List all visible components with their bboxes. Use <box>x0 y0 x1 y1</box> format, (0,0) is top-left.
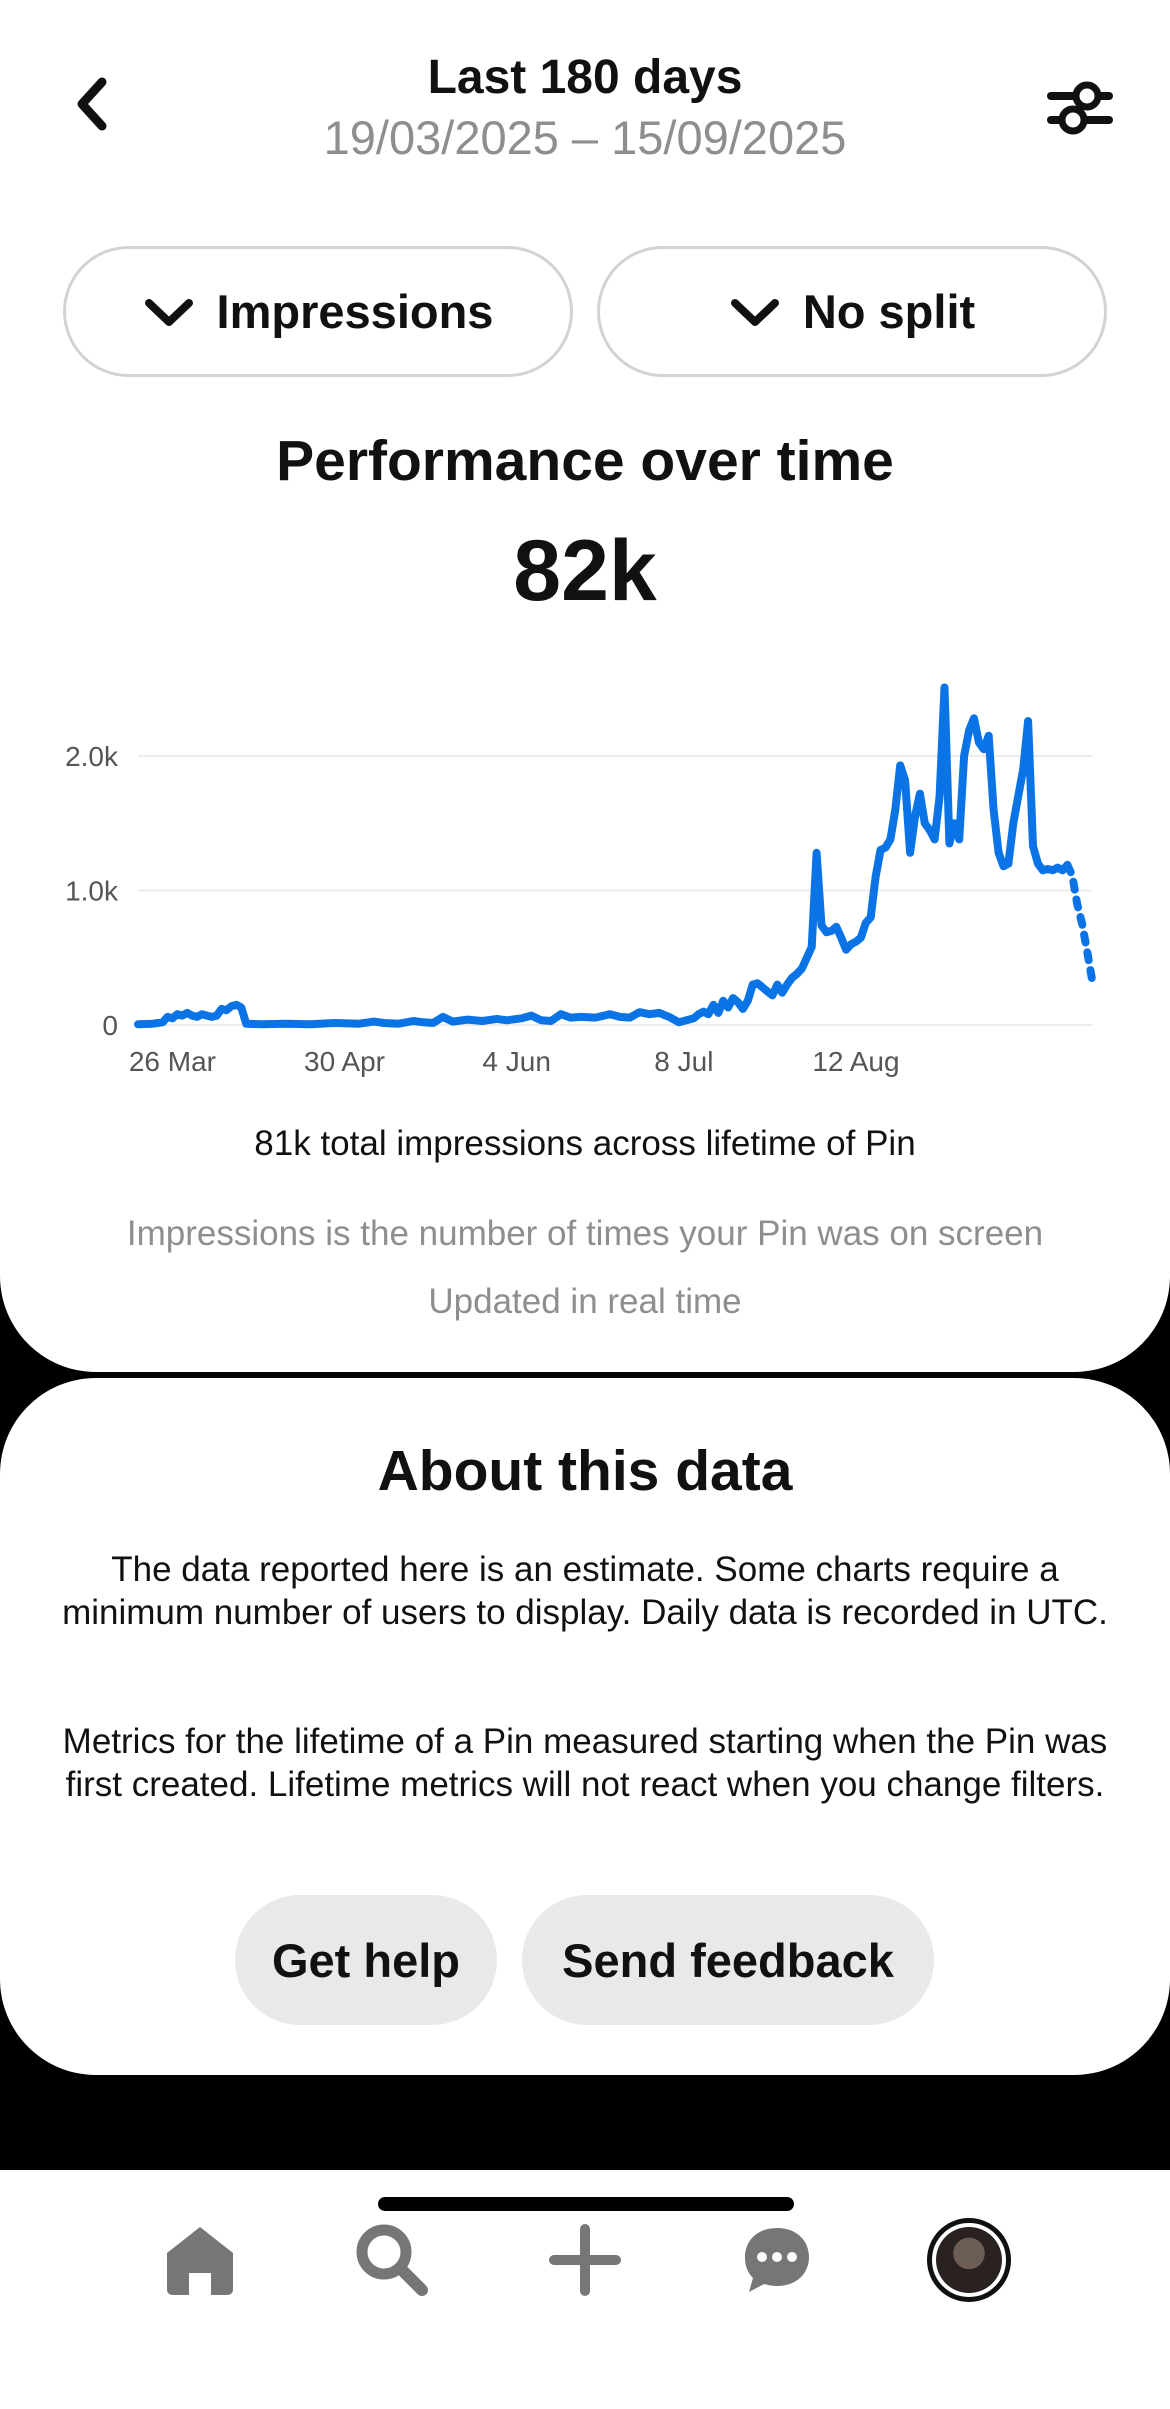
home-indicator <box>378 2197 794 2211</box>
chevron-left-icon <box>77 77 107 131</box>
update-status: Updated in real time <box>428 1282 742 1321</box>
bottom-nav <box>0 2170 1170 2409</box>
profile-avatar <box>927 2218 1011 2302</box>
y-tick-label: 0 <box>102 1010 118 1041</box>
about-card: About this data The data reported here i… <box>0 1378 1170 2075</box>
x-tick-label: 26 Mar <box>129 1046 216 1077</box>
search-icon <box>356 2224 428 2296</box>
performance-card: Last 180 days 19/03/2025 – 15/09/2025 Im… <box>0 0 1170 1372</box>
avatar-image <box>936 2227 1002 2293</box>
metric-dropdown[interactable]: Impressions <box>63 246 573 377</box>
nav-create[interactable] <box>535 2210 635 2310</box>
metric-dropdown-label: Impressions <box>216 285 494 338</box>
series-line-estimated <box>1063 860 1096 984</box>
messages-icon <box>745 2228 809 2292</box>
metric-explanation: Impressions is the number of times your … <box>126 1214 1044 1253</box>
series-line <box>134 683 1072 1029</box>
x-tick-label: 8 Jul <box>654 1046 713 1077</box>
y-tick-label: 2.0k <box>65 741 119 772</box>
nav-profile[interactable] <box>919 2210 1019 2310</box>
filter-button[interactable] <box>1042 72 1118 144</box>
plus-icon <box>549 2224 621 2296</box>
split-dropdown[interactable]: No split <box>597 246 1107 377</box>
x-tick-label: 4 Jun <box>482 1046 551 1077</box>
x-tick-label: 12 Aug <box>812 1046 899 1077</box>
back-button[interactable] <box>60 72 124 136</box>
get-help-button[interactable]: Get help <box>235 1895 497 2025</box>
lifetime-impressions: 81k total impressions across lifetime of… <box>254 1124 916 1163</box>
total-impressions: 82k <box>513 523 657 619</box>
nav-search[interactable] <box>342 2210 442 2310</box>
about-paragraph-1: The data reported here is an estimate. S… <box>62 1550 1108 1632</box>
date-range: 19/03/2025 – 15/09/2025 <box>323 111 847 164</box>
chevron-down-icon <box>730 298 779 326</box>
home-icon <box>167 2227 233 2295</box>
about-title: About this data <box>377 1439 793 1503</box>
nav-home[interactable] <box>150 2210 250 2310</box>
page-title: Last 180 days <box>427 51 743 104</box>
y-tick-label: 1.0k <box>65 876 119 907</box>
x-tick-label: 30 Apr <box>304 1046 385 1077</box>
chevron-down-icon <box>144 298 193 326</box>
split-dropdown-label: No split <box>802 285 976 338</box>
sliders-icon <box>1047 81 1113 135</box>
impressions-line-chart[interactable]: 0 1.0k 2.0k 26 Mar 30 Apr 4 Jun 8 Jul 12 Aug <box>0 660 1170 1090</box>
send-feedback-button[interactable]: Send feedback <box>522 1895 934 2025</box>
nav-messages[interactable] <box>727 2210 827 2310</box>
about-paragraph-2: Metrics for the lifetime of a Pin measur… <box>62 1722 1108 1804</box>
chart-title: Performance over time <box>276 429 894 493</box>
